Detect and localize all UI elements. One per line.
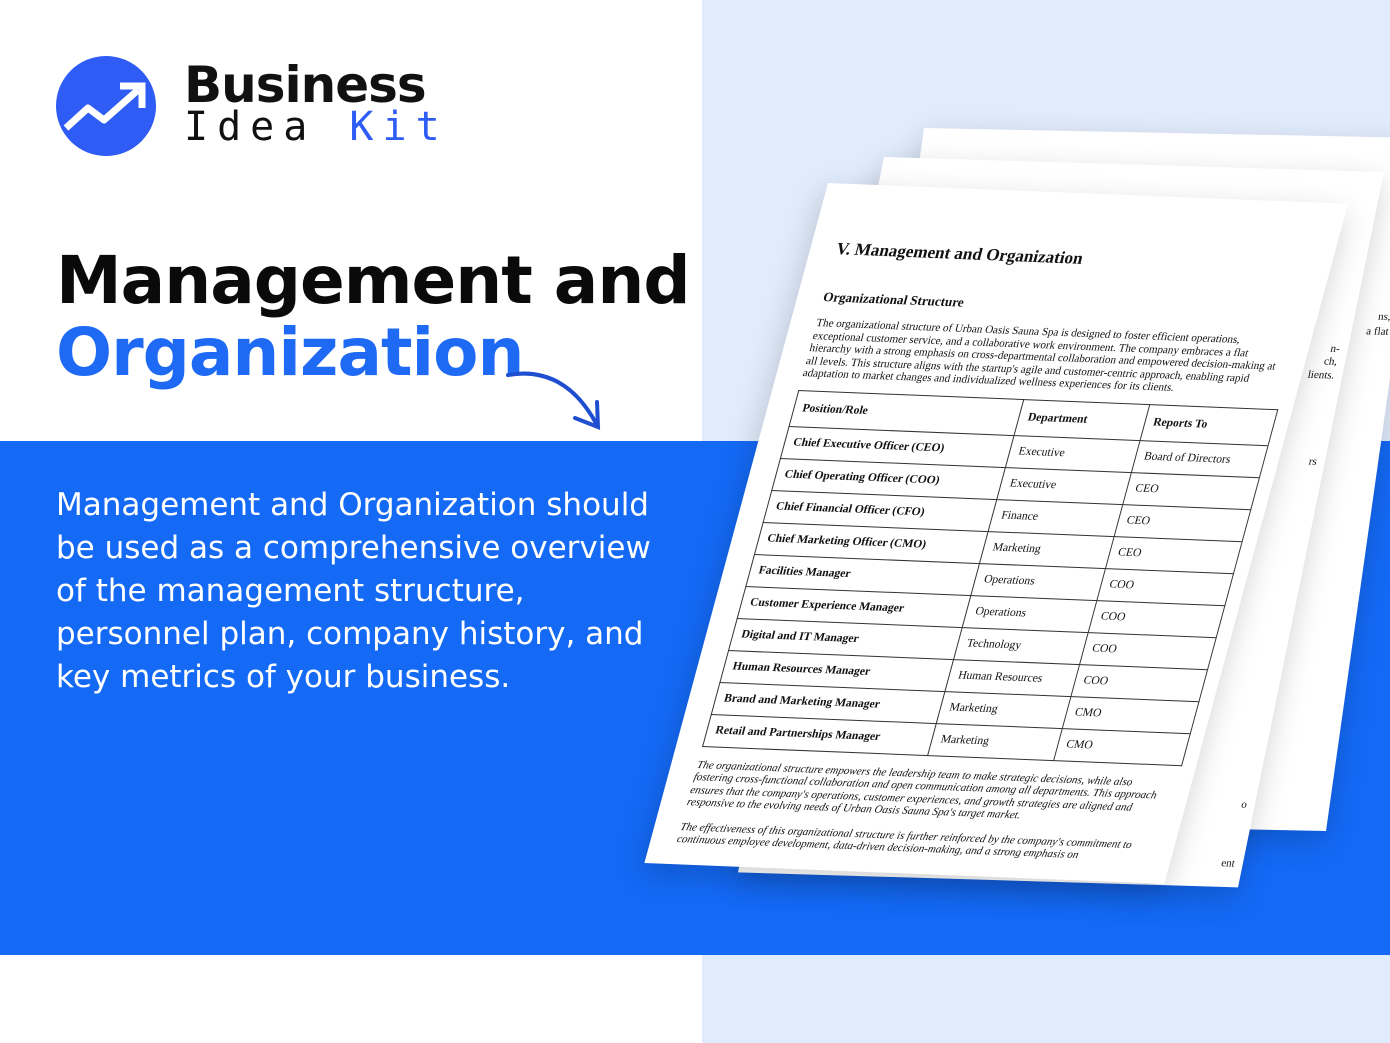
table-cell: CMO xyxy=(1062,696,1200,734)
doc-title: V. Management and Organization xyxy=(834,239,1086,268)
description: Management and Organization should be us… xyxy=(56,487,651,695)
fragment: rs xyxy=(1307,455,1318,468)
fragment: lients. xyxy=(1306,368,1336,382)
table-cell: Human Resources xyxy=(945,659,1080,697)
table-cell: COO xyxy=(1079,632,1217,670)
fragment: ch, xyxy=(1322,355,1339,368)
fragment: n- xyxy=(1329,342,1341,356)
logo-idea: Idea xyxy=(184,104,317,150)
table-cell: COO xyxy=(1096,568,1234,606)
fragment: ns, xyxy=(1377,310,1390,323)
table-cell: COO xyxy=(1088,600,1225,638)
page-title: Management and Organization xyxy=(56,242,691,391)
logo-chart-icon xyxy=(56,56,156,156)
table-cell: Operations xyxy=(971,563,1106,601)
table-cell: CMO xyxy=(1053,728,1191,766)
table-cell: Board of Directors xyxy=(1131,440,1269,478)
table-cell: Marketing xyxy=(928,723,1063,761)
table-cell: Executive xyxy=(997,467,1132,505)
doc-subtitle: Organizational Structure xyxy=(821,289,966,310)
fragment: a flat xyxy=(1365,325,1390,338)
fragment: ent xyxy=(1220,857,1236,870)
title-line-1: Management and xyxy=(56,242,691,319)
doc-para-2: The organizational structure empowers th… xyxy=(685,758,1159,822)
table-cell: Marketing xyxy=(936,691,1071,729)
doc-intro: The organizational structure of Urban Oa… xyxy=(801,317,1278,394)
logo-kit: Kit xyxy=(349,104,449,150)
table-cell: Executive xyxy=(1005,435,1140,473)
logo-text-business: Business xyxy=(184,56,427,114)
org-table: Position/Role Department Reports To Chief … xyxy=(702,390,1278,766)
curved-arrow-icon xyxy=(506,371,601,430)
doc-para-3: The effectiveness of this organizational… xyxy=(675,820,1134,862)
table-cell: COO xyxy=(1070,664,1208,702)
header-cell: Reports To xyxy=(1139,404,1278,446)
header-cell: Department xyxy=(1014,399,1150,441)
fragment: o xyxy=(1240,798,1248,811)
table-cell: CEO xyxy=(1105,536,1243,574)
title-line-2: Organization xyxy=(56,314,524,391)
table-cell: Marketing xyxy=(979,531,1115,569)
logo-text-idea-kit: Idea Kit xyxy=(184,104,449,150)
table-cell: Technology xyxy=(954,627,1089,665)
table-cell: CEO xyxy=(1122,472,1260,510)
table-cell: CEO xyxy=(1114,504,1251,542)
table-cell: Finance xyxy=(988,499,1123,537)
table-cell: Operations xyxy=(962,595,1097,633)
